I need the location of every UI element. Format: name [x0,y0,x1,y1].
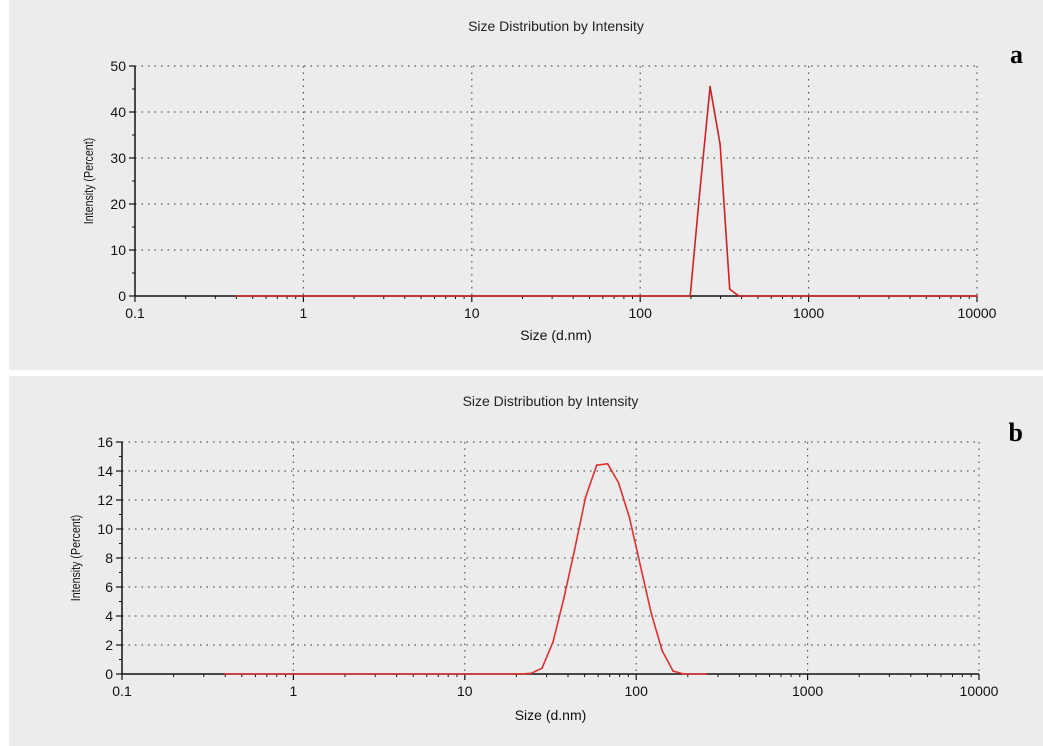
chart-b-data-point [562,597,565,600]
chart-a-data-point [976,295,978,297]
chart-a-xtick-label-10000: 10000 [958,305,997,321]
chart-a-ytick-label-40: 40 [110,104,126,120]
chart-b-data-point [639,564,642,567]
chart-b-ytick-label-0: 0 [105,666,113,682]
chart-b-data-point [661,649,664,652]
chart-a-data-point [302,295,305,297]
chart-b-ytick-label-10: 10 [97,521,113,537]
chart-b-svg: Size Distribution by Intensity 0 2 4 6 8 10 12 1… [68,393,999,723]
chart-b-grid [122,441,980,674]
chart-a-xlabel: Size (d.nm) [520,327,592,343]
chart-a-data-point [757,295,759,297]
chart-b-data-point [573,548,576,551]
chart-b-ytick-label-8: 8 [105,550,113,566]
chart-a-data-point [639,295,642,297]
chart-b-data-point [595,464,598,467]
chart-a-ytick-label-0: 0 [118,288,126,304]
chart-b-data-point [552,641,554,643]
chart-b-ytick-label-4: 4 [105,608,113,624]
chart-b-data-point [628,516,631,519]
chart-a-data-point [925,295,928,297]
chart-b-data-point [606,462,609,465]
chart-b-data-point [530,672,533,675]
chart-a-data-point [709,85,711,88]
chart-a-xtick-label-1000: 1000 [793,305,824,321]
chart-a-title: Size Distribution by Intensity [468,18,644,34]
chart-b-series-line-0 [225,463,706,675]
chart-b-xtick-label-10: 10 [457,683,473,699]
chart-panel-a: Size Distribution by Intensity 0 10 20 30 40 5… [9,0,1043,370]
chart-a-grid [135,65,978,296]
panel-label-a: a [1010,40,1023,69]
chart-b-data-point [584,496,587,498]
chart-a-data-point [689,295,692,297]
chart-b-xtick-label-100: 100 [625,683,649,699]
chart-a-data-point [235,295,238,297]
chart-a-data-point [737,295,740,297]
chart-b-xtick-label-1000: 1000 [792,683,823,699]
chart-b-data-point [694,673,696,675]
chart-a-data-point [807,295,810,297]
chart-b-xtick-label-1: 1 [290,683,298,699]
chart-b-data-point [541,667,543,670]
chart-panel-b: Size Distribution by Intensity 0 2 4 6 8 10 12 1… [9,376,1043,746]
chart-a-xtick-label-1: 1 [300,305,308,321]
chart-b-data-point [704,673,707,675]
chart-a-data-point [719,143,721,146]
chart-b-data-point [224,673,227,675]
chart-a-svg: Size Distribution by Intensity 0 10 20 30 40 5… [81,18,997,343]
chart-a-data-point [698,193,701,196]
chart-b-xlabel: Size (d.nm) [515,707,587,723]
chart-a-ytick-label-10: 10 [110,242,126,258]
panel-label-b: b [1008,418,1023,447]
chart-b-ytick-label-14: 14 [97,463,113,479]
chart-b-ytick-label-6: 6 [105,579,113,595]
chart-b-data-point [617,481,620,484]
chart-b-title: Size Distribution by Intensity [463,393,639,409]
chart-b-xtick-label-0.1: 0.1 [112,683,132,699]
chart-a-series-line-0 [236,85,977,297]
chart-a-xtick-label-100: 100 [629,305,653,321]
chart-b-data-point [672,670,675,672]
chart-b-data-point [650,612,653,614]
chart-a-xtick-label-10: 10 [464,305,480,321]
chart-b-data-point [463,673,466,675]
chart-a-ytick-label-50: 50 [110,58,126,74]
chart-b-xtick-label-10000: 10000 [960,683,999,699]
chart-b-data-point [683,673,685,675]
chart-a-xtick-label-0.1: 0.1 [125,305,145,321]
chart-a-data-point [470,295,473,297]
chart-b-data-point [519,673,521,675]
chart-b-ytick-label-16: 16 [97,434,113,450]
chart-b-ylabel: Intensity (Percent) [68,515,83,601]
chart-b-data-point [292,673,295,675]
chart-a-ylabel: Intensity (Percent) [81,138,96,224]
chart-b-ytick-label-12: 12 [97,492,113,508]
chart-a-ytick-label-30: 30 [110,150,126,166]
chart-a-data-point [728,288,731,290]
chart-b-ytick-label-2: 2 [105,637,113,653]
chart-a-ytick-label-20: 20 [110,196,126,212]
